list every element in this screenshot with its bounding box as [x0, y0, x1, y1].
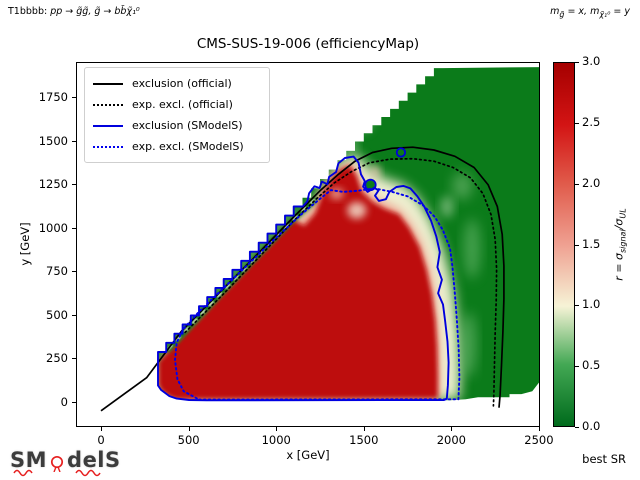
y-tick-label: 0	[60, 395, 68, 410]
y-tick	[72, 97, 76, 99]
colorbar-tick-label: 0.5	[582, 358, 601, 373]
colorbar-tick	[575, 305, 579, 307]
y-tick	[72, 184, 76, 186]
contour-loop	[364, 178, 377, 192]
logo-vertex-icon	[50, 455, 64, 472]
y-tick	[72, 402, 76, 404]
legend-item: exp. excl. (official)	[93, 94, 261, 115]
y-tick-label: 1250	[38, 177, 68, 192]
y-tick	[72, 271, 76, 273]
blue-solid-line-icon	[93, 124, 123, 127]
y-tick-label: 750	[46, 264, 68, 279]
contour-loop	[395, 147, 407, 158]
colorbar-tick-label: 0.0	[582, 419, 601, 433]
axes-spines	[76, 62, 540, 427]
y-tick-label: 250	[46, 351, 68, 366]
colorbar-label: r = σsignal/σUL	[612, 208, 628, 281]
colorbar	[553, 62, 575, 427]
x-tick-label: 2000	[436, 433, 466, 447]
x-tick	[451, 427, 453, 431]
colorbar-tick	[575, 427, 579, 428]
smodels-logo: SM delS	[10, 446, 130, 478]
x-tick-label: 500	[177, 433, 200, 447]
legend-item: exp. excl. (SModelS)	[93, 136, 261, 157]
y-tick-label: 1000	[38, 220, 68, 235]
logo-text-right: delS	[67, 448, 121, 472]
axes-definition-annotation: mg̃ = x, mχ̃₁⁰ = y	[550, 6, 630, 19]
colorbar-tick	[575, 62, 579, 63]
x-tick	[101, 427, 103, 431]
contour-line	[184, 157, 498, 407]
colorbar-tick-label: 3.0	[582, 54, 601, 68]
plot-title: CMS-SUS-19-006 (efficiencyMap)	[196, 36, 420, 52]
y-tick	[72, 227, 76, 229]
y-tick	[72, 358, 76, 360]
x-tick-label: 1500	[349, 433, 379, 447]
y-tick-label: 1500	[38, 133, 68, 148]
x-tick	[188, 427, 190, 431]
colorbar-tick	[575, 366, 579, 368]
legend-item: exclusion (official)	[93, 73, 261, 94]
logo-text-left: SM	[10, 448, 48, 472]
y-tick	[72, 314, 76, 316]
x-tick-label: 1000	[261, 433, 291, 447]
blue-dotted-line-icon	[93, 145, 123, 148]
legend-label: exp. excl. (SModelS)	[132, 140, 244, 153]
contour-line	[157, 155, 450, 402]
colorbar-tick-label: 2.5	[582, 114, 601, 129]
legend-item: exclusion (SModelS)	[93, 115, 261, 136]
colorbar-tick-label: 2.0	[582, 175, 601, 190]
y-tick	[72, 140, 76, 142]
contour-line	[174, 187, 461, 401]
x-tick-label: 0	[97, 433, 105, 447]
legend-box: exclusion (official) exp. excl. (officia…	[84, 67, 270, 163]
legend-label: exp. excl. (official)	[132, 98, 233, 111]
best-sr-note: best SR	[582, 452, 626, 466]
legend-label: exclusion (SModelS)	[132, 119, 243, 132]
x-axis-label: x [GeV]	[286, 448, 330, 462]
plot-area	[76, 62, 540, 427]
x-tick	[538, 427, 540, 431]
black-dotted-line-icon	[93, 103, 123, 106]
x-tick	[363, 427, 365, 431]
x-tick	[276, 427, 278, 431]
colorbar-tick	[575, 183, 579, 185]
logo-squiggle-icon	[13, 469, 101, 477]
topology-annotation: T1bbbb: pp → g̃g̃, g̃ → bb̄χ̃₁⁰	[8, 6, 140, 17]
x-tick-label: 2500	[524, 433, 554, 447]
black-solid-line-icon	[93, 82, 123, 85]
legend-label: exclusion (official)	[132, 77, 232, 90]
y-tick-label: 500	[46, 307, 68, 322]
y-tick-label: 1750	[38, 90, 68, 105]
heatmap-chart	[76, 62, 540, 427]
colorbar-tick	[575, 122, 579, 124]
colorbar-tick-label: 1.5	[582, 236, 601, 251]
colorbar-tick	[575, 244, 579, 246]
colorbar-tick-label: 1.0	[582, 297, 601, 312]
